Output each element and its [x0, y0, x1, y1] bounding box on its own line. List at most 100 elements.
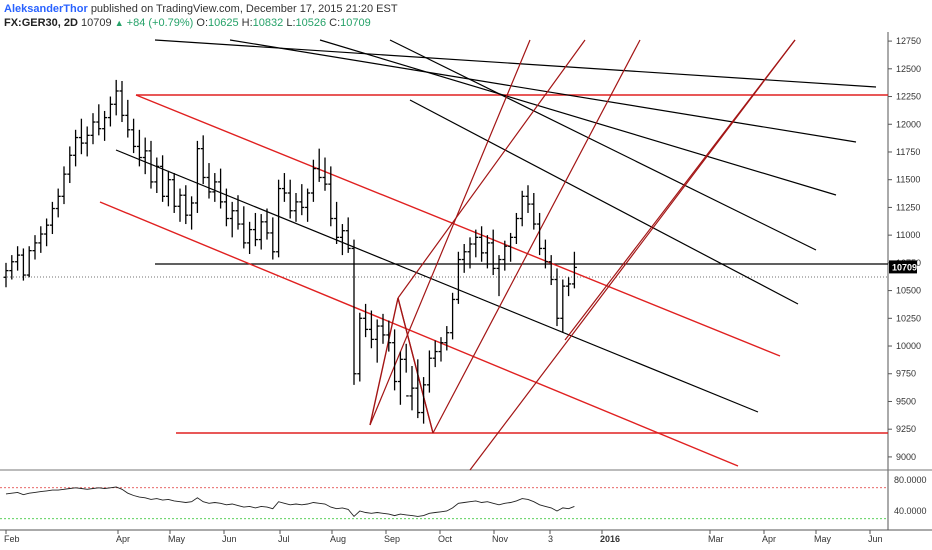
- price-tick-label: 10250: [896, 313, 921, 323]
- ohlc-bar: [113, 79, 119, 116]
- ohlc-bar: [136, 129, 142, 167]
- ascending-tine-1: [369, 39, 531, 426]
- current-price-badge: 10709: [889, 260, 917, 274]
- ohlc-bar: [78, 118, 84, 155]
- price-tick-label: 10000: [896, 341, 921, 351]
- ohlc-bar: [339, 224, 345, 256]
- ohlc-bar: [15, 246, 21, 271]
- ohlc-bar: [183, 185, 189, 225]
- price-change: +84 (+0.79%): [126, 17, 194, 29]
- ohlc-bar: [374, 319, 380, 363]
- high-label: H:: [241, 17, 253, 29]
- ohlc-bar: [467, 237, 473, 269]
- ohlc-bar: [107, 96, 113, 127]
- ohlc-bar: [380, 313, 386, 344]
- ohlc-bar: [479, 226, 485, 262]
- ohlc-bar: [281, 173, 287, 202]
- ohlc-bar: [102, 110, 108, 141]
- price-tick-label: 12500: [896, 64, 921, 74]
- ohlc-bar: [432, 340, 438, 368]
- ohlc-bar: [438, 337, 444, 362]
- time-tick-label: May: [168, 534, 186, 544]
- price-axis: 9000925095009750100001025010500107501100…: [888, 36, 921, 462]
- ohlc-bar: [386, 320, 392, 352]
- ohlc-bar: [20, 248, 26, 281]
- ohlc-bar: [502, 240, 508, 271]
- ohlc-bar: [368, 310, 374, 349]
- ohlc-bar: [154, 157, 160, 194]
- time-tick-label: Mar: [708, 534, 724, 544]
- ohlc-bar: [26, 246, 32, 278]
- ascending-tine-3: [432, 39, 641, 434]
- ohlc-bar: [142, 137, 148, 175]
- price-tick-label: 11500: [896, 175, 920, 185]
- ohlc-bar: [223, 188, 229, 227]
- ohlc-bar: [444, 326, 450, 351]
- author-name[interactable]: AleksanderThor: [4, 3, 88, 15]
- low-label: L:: [286, 17, 296, 29]
- ohlc-bars: [3, 79, 577, 424]
- low-value: 10526: [295, 17, 327, 29]
- ohlc-bar: [513, 212, 519, 245]
- ohlc-bar: [264, 208, 270, 240]
- price-badge-box: [889, 260, 917, 274]
- ohlc-bar: [566, 277, 572, 297]
- price-tick-label: 9250: [896, 424, 916, 434]
- ohlc-bar: [229, 201, 235, 238]
- ohlc-bar: [9, 255, 15, 280]
- ohlc-bar: [450, 292, 456, 340]
- price-tick-label: 9750: [896, 369, 916, 379]
- ohlc-bar: [32, 235, 38, 260]
- ohlc-bar: [316, 148, 322, 182]
- ohlc-bar: [508, 232, 514, 262]
- ohlc-bar: [165, 170, 171, 207]
- time-tick-label: Apr: [762, 534, 776, 544]
- ohlc-bar: [421, 377, 427, 424]
- ohlc-bar: [490, 229, 496, 276]
- ohlc-bar: [554, 268, 560, 327]
- ohlc-bar: [270, 217, 276, 260]
- ohlc-bar: [403, 343, 409, 397]
- ohlc-bar: [96, 104, 102, 136]
- ohlc-bar: [90, 113, 96, 145]
- ohlc-bar: [258, 214, 264, 250]
- ohlc-bar: [484, 235, 490, 269]
- published-text: published on TradingView.com, December 1…: [90, 3, 398, 15]
- ohlc-bar: [119, 81, 125, 123]
- close-label: C:: [329, 17, 341, 29]
- ohlc-bar: [73, 129, 79, 167]
- ohlc-bar: [334, 201, 340, 245]
- price-badge-label: 10709: [892, 262, 917, 272]
- ohlc-bar: [276, 179, 282, 258]
- black-median-line: [115, 149, 759, 413]
- time-tick-label: Jun: [222, 534, 237, 544]
- ohlc-bar: [38, 226, 44, 253]
- time-tick-label: Apr: [116, 534, 130, 544]
- ohlc-bar: [397, 351, 403, 405]
- pitchfork-handle-2: [369, 297, 399, 426]
- rsi-tick-label: 80.0000: [894, 475, 927, 485]
- ohlc-bar: [84, 126, 90, 157]
- ohlc-bar: [125, 99, 131, 138]
- ohlc-bar: [200, 135, 206, 185]
- high-value: 10832: [252, 17, 284, 29]
- ohlc-bar: [473, 229, 479, 258]
- ohlc-bar: [409, 365, 415, 411]
- ohlc-bar: [537, 212, 543, 256]
- ohlc-bar: [148, 140, 154, 189]
- price-tick-label: 11000: [896, 230, 920, 240]
- time-tick-label: Feb: [4, 534, 20, 544]
- ohlc-bar: [194, 140, 200, 213]
- ohlc-bar: [392, 329, 398, 391]
- symbol-label: FX:GER30, 2D: [4, 17, 78, 29]
- ohlc-bar: [328, 166, 334, 227]
- ohlc-bar: [560, 279, 566, 333]
- time-tick-label: Jul: [278, 534, 290, 544]
- price-tick-label: 9000: [896, 452, 916, 462]
- time-axis: Feb Apr May Jun Jul Aug Sep Oct Nov 3 2016 Mar Apr Ma…: [4, 530, 883, 544]
- price-tick-label: 10500: [896, 286, 921, 296]
- ascending-tine-2: [397, 39, 586, 299]
- black-tine-4: [389, 39, 817, 251]
- ohlc-bar: [357, 312, 363, 382]
